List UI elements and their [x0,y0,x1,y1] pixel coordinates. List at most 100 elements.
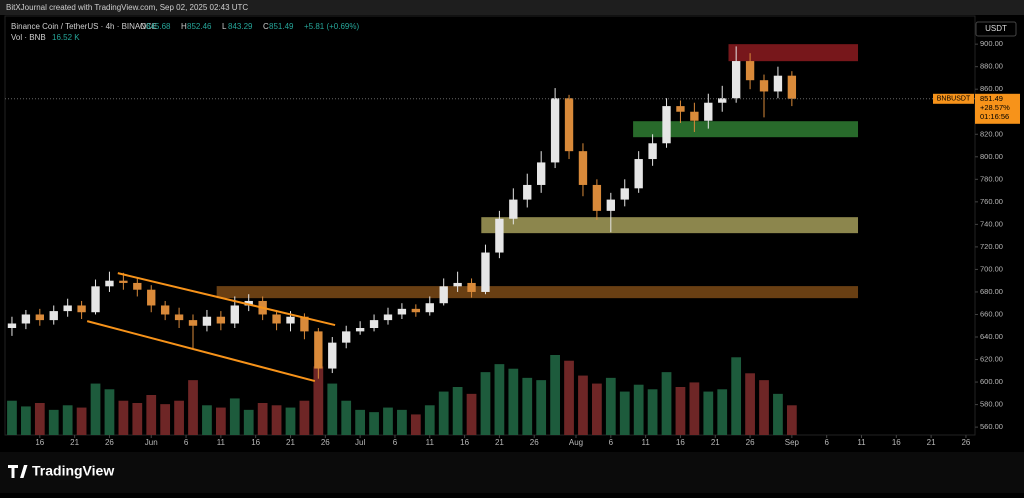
volume-bar [202,405,212,435]
volume-bar [397,409,407,435]
change: +5.81 (+0.69%) [304,22,359,31]
candle-body [160,305,170,315]
volume-bar [661,372,672,435]
x-tick-label: 26 [961,438,970,447]
currency: USDT [985,24,1007,33]
x-tick-label: 16 [251,438,260,447]
volume-bar [48,409,59,435]
candle-body [35,314,44,321]
candle-body [63,305,72,312]
zone [728,44,859,62]
candle-body [216,316,226,324]
volume-bar [355,409,366,435]
y-tick-label: 660.00 [980,309,1003,318]
y-tick-label: 780.00 [980,174,1003,183]
volume-bar [522,377,533,435]
candle-body [495,218,504,253]
volume-bar [619,391,630,435]
ohlc-key: L [222,22,227,31]
x-tick-label: 21 [70,438,79,447]
volume-bar [104,389,115,435]
x-tick-label: 16 [676,438,685,447]
y-tick-label: 800.00 [980,152,1003,161]
volume-bar [257,403,268,435]
candle-body [383,314,393,321]
y-tick-label: 820.00 [980,129,1003,138]
ohlc-value: 845.68 [146,22,171,31]
candle-body [328,342,337,369]
candle-body [773,75,783,92]
x-tick-label: 21 [927,438,936,447]
volume-bar [494,364,505,435]
volume-bar [160,404,171,435]
x-tick-label: 21 [711,438,720,447]
candle-body [147,289,156,306]
candle-body [467,282,476,292]
symbol-tag: BNBUSDT [937,96,971,103]
candle-body [634,159,643,189]
candle-body [314,331,323,369]
candle-body [411,308,421,313]
x-tick-label: 11 [641,438,650,447]
volume-bar [62,405,73,435]
x-tick-label: 11 [217,438,226,447]
y-tick-label: 600.00 [980,377,1003,386]
volume-bar [410,414,421,435]
candle-body [188,320,198,326]
volume-bar [717,389,728,435]
trend-line [117,272,336,327]
x-tick-label: 11 [857,438,866,447]
currency-box [975,21,1017,37]
candle-body [481,252,490,292]
candle-body [355,327,365,332]
volume-bar [647,389,658,435]
volume-bar [675,387,686,435]
price-tag-bg [975,93,1020,124]
volume-bar [341,400,352,435]
volume-bar [605,377,616,435]
ohlc-value: 851.49 [269,22,294,31]
volume-bar [174,400,184,435]
x-tick-label: 21 [286,438,295,447]
candle-body [704,102,713,121]
zone [633,121,859,138]
candle-body [745,61,755,81]
candle-body [244,300,253,306]
zone [216,286,859,299]
ohlc-value: 852.46 [187,22,212,31]
footer-bar [0,452,1024,493]
volume-bar [731,357,742,435]
volume-bar [592,383,602,435]
ohlc-value: 843.29 [228,22,253,31]
candle-body [578,151,588,185]
change-pct: +28.57% [980,103,1010,112]
candle-body [453,282,462,287]
x-tick-label: Jun [145,438,158,447]
countdown: 01:16:56 [980,112,1009,121]
candle-body [648,143,657,160]
candle-body [425,303,434,313]
volume-bar [480,372,491,435]
y-tick-label: 720.00 [980,242,1003,251]
volume-bar [759,380,769,435]
x-tick-label: 26 [321,438,330,447]
volume-bar [271,405,282,435]
y-tick-label: 740.00 [980,219,1003,228]
volume-bar [452,387,463,435]
volume-bar [229,398,240,435]
candle-body [7,323,17,328]
x-tick-label: 6 [184,438,189,447]
candle-body [550,98,560,163]
volume-bar [466,393,477,435]
volume-bar [564,360,574,435]
candle-body [537,162,546,185]
ohlc-key: H [181,22,187,31]
x-tick-label: 16 [460,438,469,447]
candle-body [523,184,532,200]
volume-bar [118,400,129,435]
volume-bar [132,403,143,435]
candle-body [230,305,239,324]
candle-body [718,98,727,103]
candle-body [592,184,602,211]
